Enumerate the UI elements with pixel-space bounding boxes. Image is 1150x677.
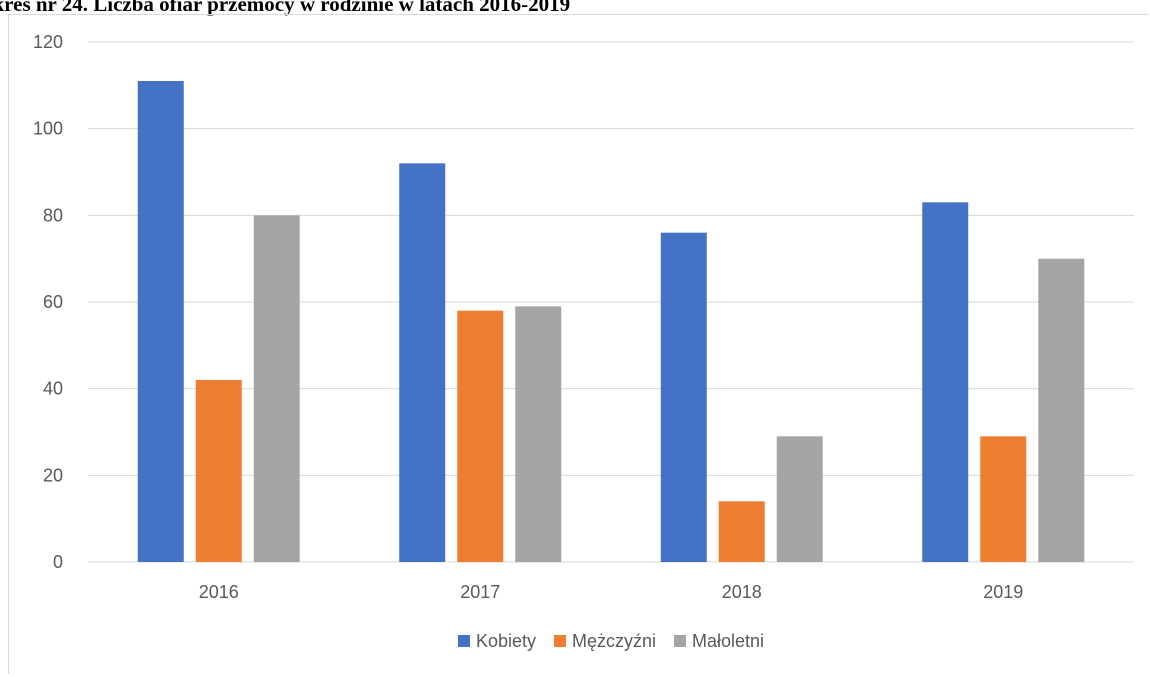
bar-Kobiety-2018 bbox=[660, 232, 707, 562]
bar-Małoletni-2016 bbox=[253, 215, 300, 563]
bar-Mężczyźni-2019 bbox=[980, 436, 1027, 562]
x-tick-label: 2016 bbox=[199, 582, 239, 602]
x-tick-label: 2018 bbox=[722, 582, 762, 602]
legend-swatch-Kobiety bbox=[457, 635, 470, 647]
bar-Małoletni-2019 bbox=[1038, 258, 1085, 562]
x-tick-label: 2017 bbox=[460, 582, 500, 602]
bar-Mężczyźni-2018 bbox=[718, 501, 765, 562]
legend-label: Kobiety bbox=[476, 631, 536, 651]
x-tick-label: 2019 bbox=[983, 582, 1023, 602]
bar-Mężczyźni-2017 bbox=[457, 310, 504, 562]
legend-label: Małoletni bbox=[692, 631, 764, 651]
y-tick-label: 60 bbox=[43, 292, 63, 312]
chart-title: ykres nr 24. Liczba ofiar przemocy w rod… bbox=[0, 0, 571, 16]
y-tick-label: 20 bbox=[43, 465, 63, 485]
legend-swatch-Mężczyźni bbox=[553, 635, 566, 647]
bar-Mężczyźni-2016 bbox=[195, 380, 242, 562]
y-tick-label: 40 bbox=[43, 379, 63, 399]
bar-Kobiety-2017 bbox=[399, 163, 446, 563]
bar-Kobiety-2019 bbox=[922, 202, 969, 563]
legend-label: Mężczyźni bbox=[572, 631, 656, 651]
y-tick-label: 120 bbox=[33, 32, 63, 52]
chart-frame bbox=[8, 14, 1148, 674]
bar-Kobiety-2016 bbox=[137, 81, 184, 562]
y-tick-label: 0 bbox=[53, 552, 63, 572]
y-tick-label: 100 bbox=[33, 119, 63, 139]
y-tick-label: 80 bbox=[43, 205, 63, 225]
legend-swatch-Małoletni bbox=[674, 635, 687, 647]
bar-Małoletni-2017 bbox=[515, 306, 562, 562]
bar-Małoletni-2018 bbox=[776, 436, 823, 562]
